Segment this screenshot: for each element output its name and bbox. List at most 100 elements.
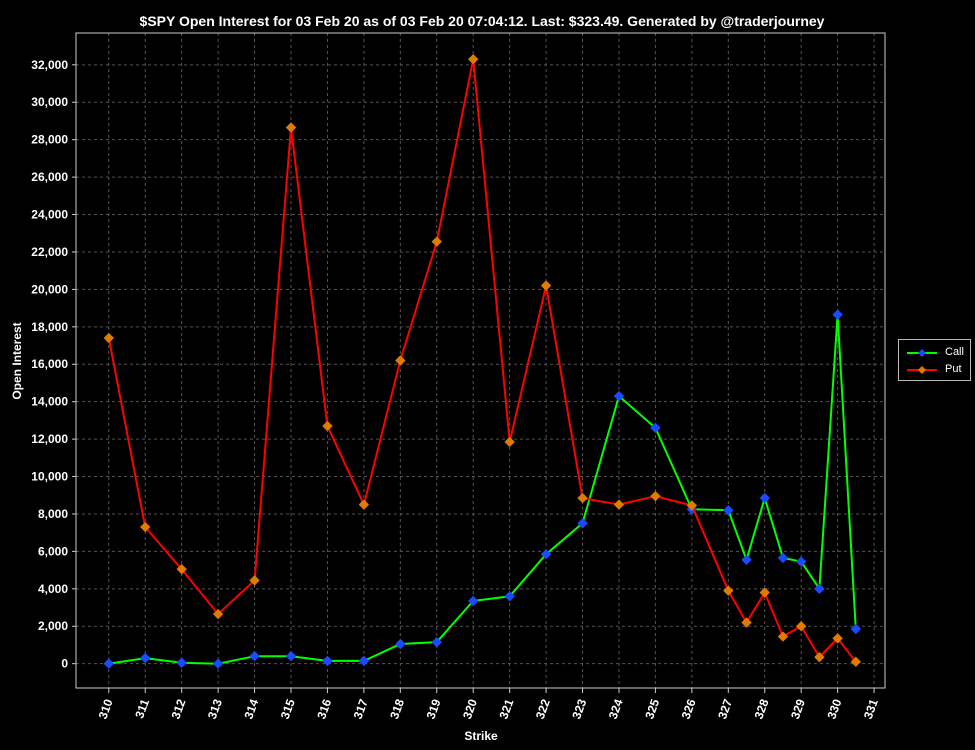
data-point-put [468, 53, 479, 65]
y-tick-label: 24,000 [31, 208, 68, 222]
data-point-put [741, 617, 752, 628]
x-tick-label: 330 [824, 697, 844, 721]
data-point-put [832, 633, 843, 644]
y-tick-label: 20,000 [31, 282, 68, 296]
data-point-call [741, 554, 752, 566]
x-tick-label: 314 [241, 697, 261, 721]
y-tick-label: 4,000 [38, 582, 68, 596]
data-point-call [285, 650, 297, 662]
data-point-call [358, 655, 370, 667]
x-tick-label: 323 [569, 697, 589, 721]
data-point-put [285, 122, 297, 133]
x-tick-label: 315 [278, 697, 298, 721]
data-point-put [795, 621, 807, 632]
data-point-put [540, 280, 552, 291]
legend-item-put: Put [905, 362, 969, 378]
y-tick-label: 32,000 [31, 58, 68, 72]
data-point-call [431, 636, 442, 648]
data-point-call [395, 638, 406, 650]
y-tick-label: 28,000 [31, 133, 68, 147]
data-point-call [540, 548, 552, 560]
data-point-call [468, 595, 479, 607]
x-tick-label: 325 [642, 697, 662, 721]
y-tick-label: 8,000 [38, 507, 68, 521]
x-tick-label: 326 [679, 697, 699, 721]
x-tick-label: 312 [168, 697, 188, 721]
data-point-put [850, 656, 862, 668]
series [103, 53, 862, 669]
data-point-put [686, 500, 698, 511]
data-point-put [577, 492, 588, 504]
data-point-put [814, 651, 825, 663]
data-point-put [759, 587, 770, 598]
data-point-put [395, 355, 406, 366]
data-point-put [103, 332, 115, 344]
data-point-put [613, 499, 625, 510]
y-tick-label: 30,000 [31, 95, 68, 109]
data-point-put [140, 521, 151, 533]
data-point-call [777, 552, 789, 564]
legend-item-call: Call [905, 345, 969, 361]
data-point-put [431, 236, 442, 247]
data-point-put [650, 490, 661, 502]
y-tick-label: 26,000 [31, 170, 68, 184]
x-tick-label: 327 [715, 697, 735, 721]
x-tick-label: 317 [351, 697, 371, 721]
x-tick-label: 318 [387, 697, 407, 721]
data-point-call [103, 658, 115, 669]
data-point-put [777, 631, 789, 642]
data-point-call [176, 657, 187, 668]
y-tick-label: 10,000 [31, 470, 68, 484]
data-point-call [814, 583, 825, 595]
y-tick-label: 2,000 [38, 619, 68, 633]
x-axis-title: Strike [464, 729, 498, 743]
y-tick-label: 16,000 [31, 357, 68, 371]
x-tick-label: 320 [460, 697, 480, 721]
x-tick-label: 324 [606, 697, 626, 721]
y-tick-label: 0 [61, 657, 68, 671]
data-point-call [249, 650, 260, 662]
data-point-call [795, 556, 807, 567]
x-axis: 310 311 312 313 314 315 316 317 318 319 320 321 322 3… [96, 688, 881, 721]
data-point-call [140, 652, 151, 664]
data-point-call [759, 492, 770, 504]
y-tick-label: 18,000 [31, 320, 68, 334]
y-tick-label: 12,000 [31, 432, 68, 446]
x-tick-label: 313 [205, 697, 225, 721]
data-point-put [249, 575, 260, 586]
y-axis-title: Open Interest [10, 322, 24, 399]
legend-put-swatch [907, 366, 937, 374]
data-point-call [504, 591, 515, 602]
x-tick-label: 310 [96, 697, 116, 721]
data-point-put [358, 499, 370, 510]
x-tick-label: 321 [496, 697, 516, 721]
data-point-put [504, 436, 515, 448]
x-tick-label: 331 [861, 697, 881, 721]
data-point-call [212, 658, 224, 669]
legend-call-swatch [907, 349, 937, 357]
y-axis: 0 2,000 4,000 6,000 8,000 10,000 12,000 14,000 1… [31, 58, 76, 671]
y-tick-label: 6,000 [38, 544, 68, 558]
plot-area-border [75, 32, 886, 689]
data-point-call [613, 390, 625, 402]
data-point-call [577, 518, 588, 529]
data-point-put [212, 608, 224, 620]
x-tick-label: 316 [314, 697, 334, 721]
grid [76, 33, 885, 688]
data-point-put [723, 585, 734, 596]
x-tick-label: 319 [424, 697, 444, 721]
x-tick-label: 322 [533, 697, 553, 721]
legend: Call Put [898, 339, 971, 381]
data-point-call [832, 309, 843, 320]
x-tick-label: 311 [132, 697, 152, 720]
x-tick-label: 328 [752, 697, 772, 721]
x-tick-label: 329 [788, 697, 808, 721]
data-point-put [176, 563, 187, 575]
data-point-call [850, 623, 862, 635]
data-point-call [650, 422, 661, 434]
chart-title: $SPY Open Interest for 03 Feb 20 as of 0… [140, 13, 825, 29]
legend-label-put: Put [945, 363, 962, 375]
data-point-call [723, 505, 734, 516]
data-point-put [322, 420, 333, 432]
